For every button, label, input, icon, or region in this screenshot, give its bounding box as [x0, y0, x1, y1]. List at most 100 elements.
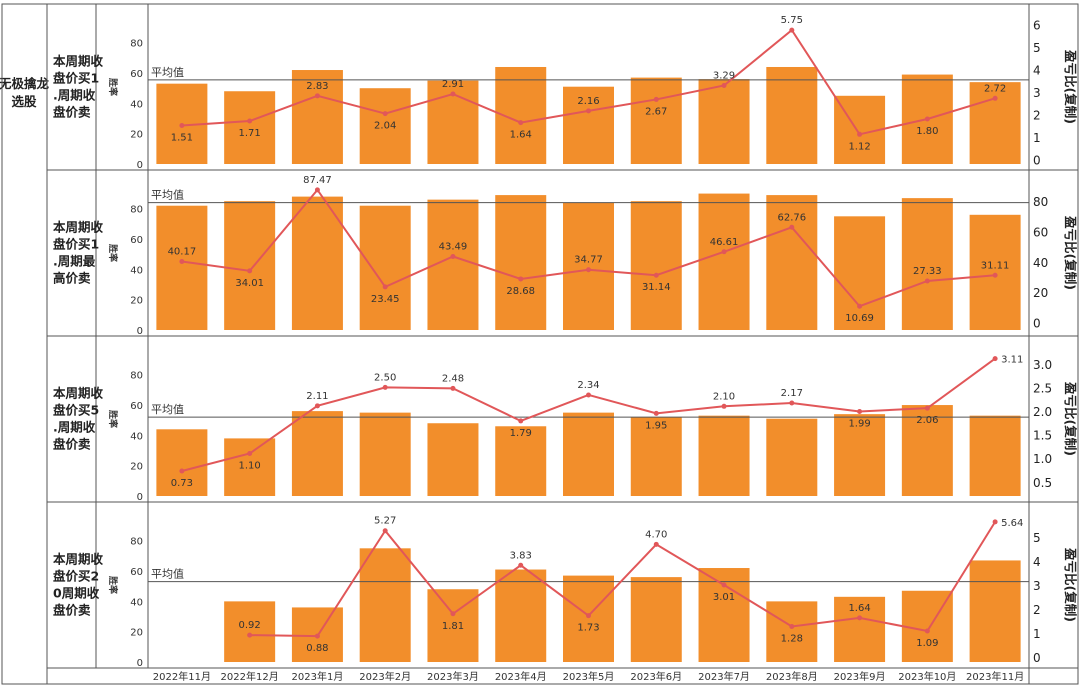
line-point [992, 356, 998, 362]
bar [834, 414, 886, 496]
row-label: 盘价买1 [53, 71, 99, 86]
row-label: 本周期收 [53, 386, 104, 401]
bar [969, 415, 1021, 496]
bar [563, 575, 614, 662]
y2-tick-label: 2 [1033, 109, 1041, 123]
y-tick-label: 60 [130, 69, 143, 80]
bar [766, 418, 818, 496]
y2-tick-label: 2 [1033, 603, 1041, 617]
y-tick-label: 40 [130, 597, 143, 608]
line-point [721, 249, 727, 255]
y-axis-title: 胜率 [107, 409, 119, 428]
bar [901, 405, 953, 496]
data-label: 1.81 [442, 621, 464, 632]
line-point [992, 95, 998, 101]
y2-tick-label: 3 [1033, 579, 1041, 593]
y2-tick-label: 6 [1033, 19, 1041, 33]
bar [224, 438, 276, 496]
bar [291, 411, 343, 496]
row-label: 盘价买2 [53, 569, 99, 584]
x-tick-label: 2023年9月 [834, 670, 886, 683]
line-point [382, 111, 388, 117]
bar [156, 205, 208, 330]
y-tick-label: 20 [130, 628, 143, 639]
line-point [789, 27, 795, 33]
bar [698, 79, 750, 164]
bar [563, 202, 614, 330]
bar [495, 569, 547, 662]
line-point [992, 519, 998, 525]
y2-tick-label: 1.0 [1033, 452, 1052, 466]
y2-axis-title: 盈亏比(复制) [1063, 215, 1078, 290]
strategy-label-line1: 无极擒龙 [0, 76, 49, 91]
line-point [179, 259, 185, 265]
x-tick-label: 2023年7月 [698, 670, 750, 683]
bar [766, 601, 818, 662]
line-point [653, 96, 659, 102]
data-label: 2.11 [306, 391, 328, 402]
data-label: 40.17 [168, 247, 197, 258]
y2-tick-label: 5 [1033, 531, 1041, 545]
y2-tick-label: 1 [1033, 131, 1041, 145]
y2-axis-title: 盈亏比(复制) [1063, 547, 1078, 622]
x-tick-label: 2023年6月 [630, 670, 682, 683]
bar [224, 601, 276, 662]
line-point [924, 405, 930, 411]
data-label: 1.71 [239, 128, 261, 139]
avg-label: 平均值 [151, 66, 184, 79]
line-point [247, 268, 253, 274]
bar [630, 417, 682, 496]
data-label: 2.17 [781, 388, 803, 399]
bar [969, 82, 1021, 164]
data-label: 43.49 [439, 241, 468, 252]
y-tick-label: 20 [130, 462, 143, 473]
line-point [247, 632, 253, 638]
strategy-label-line2: 选股 [11, 94, 37, 109]
data-label: 3.83 [510, 550, 532, 561]
line-point [586, 108, 591, 114]
line-point [653, 272, 659, 278]
line-point [586, 392, 591, 398]
y2-tick-label: 0 [1033, 316, 1041, 330]
data-label: 87.47 [303, 175, 332, 186]
data-label: 1.99 [848, 418, 870, 429]
y2-tick-label: 0 [1033, 154, 1041, 168]
data-label: 1.64 [848, 603, 870, 614]
line-point [382, 284, 388, 290]
data-label: 5.75 [781, 15, 803, 26]
data-label: 1.64 [510, 130, 532, 141]
line-point [789, 224, 795, 230]
y2-tick-label: 0 [1033, 651, 1041, 665]
line-point [314, 93, 320, 99]
line-point [518, 276, 524, 282]
bar [156, 429, 208, 496]
bar [359, 88, 411, 164]
x-tick-label: 2022年11月 [153, 670, 211, 683]
data-label: 2.48 [442, 373, 464, 384]
line-point [518, 418, 524, 424]
x-tick-label: 2023年2月 [359, 670, 411, 683]
data-label: 0.92 [239, 620, 261, 631]
x-tick-label: 2023年4月 [495, 670, 547, 683]
line-point [247, 118, 253, 124]
line-point [314, 633, 320, 639]
bar [766, 195, 818, 330]
data-label: 2.83 [306, 81, 328, 92]
x-tick-label: 2023年10月 [898, 670, 956, 683]
bar [291, 196, 343, 330]
row-label: 0周期收 [53, 586, 100, 601]
y-tick-label: 20 [130, 130, 143, 141]
row-label: .周期收 [53, 420, 96, 435]
data-label: 1.95 [645, 420, 667, 431]
line-point [450, 253, 456, 259]
data-label: 34.77 [574, 255, 603, 266]
avg-label: 平均值 [151, 403, 184, 416]
data-label: 3.11 [1001, 355, 1023, 366]
data-label: 4.70 [645, 529, 667, 540]
row-label: .周期收 [53, 88, 96, 103]
bar [969, 560, 1021, 662]
bar [563, 86, 614, 164]
data-label: 5.27 [374, 516, 396, 527]
data-label: 2.50 [374, 372, 396, 383]
